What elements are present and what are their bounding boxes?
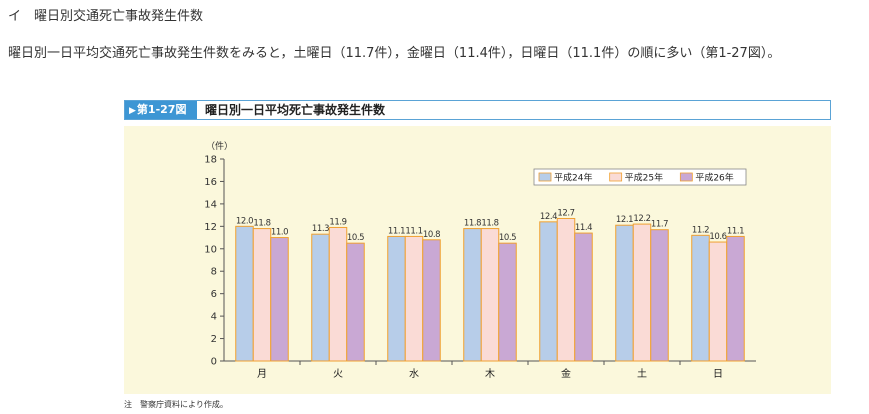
x-category-label: 日 bbox=[713, 369, 723, 380]
bar-data-label: 11.1 bbox=[727, 226, 744, 236]
bar bbox=[387, 235, 406, 362]
bar-data-label: 12.7 bbox=[557, 208, 574, 218]
y-tick-label: 18 bbox=[204, 155, 217, 166]
bar bbox=[311, 233, 330, 362]
legend-swatch bbox=[679, 172, 693, 182]
x-category-label: 火 bbox=[333, 368, 343, 380]
bar bbox=[708, 241, 728, 362]
bar bbox=[328, 226, 348, 362]
bar bbox=[632, 223, 652, 362]
bar-data-label: 10.5 bbox=[347, 233, 364, 243]
legend-label: 平成24年 bbox=[554, 172, 592, 184]
bar-data-label: 11.3 bbox=[312, 224, 329, 234]
bar-data-label: 10.8 bbox=[423, 230, 440, 240]
bar-data-label: 11.0 bbox=[271, 228, 288, 238]
legend-swatch bbox=[609, 172, 623, 182]
source-note: 注 警察庁資料により作成。 bbox=[124, 400, 228, 409]
y-tick-label: 2 bbox=[211, 334, 217, 345]
bar bbox=[615, 224, 634, 362]
bar bbox=[480, 228, 500, 362]
intro-paragraph: 曜日別一日平均交通死亡事故発生件数をみると，土曜日（11.7件），金曜日（11.… bbox=[8, 46, 781, 61]
bar-data-label: 11.8 bbox=[481, 219, 498, 229]
bar bbox=[691, 234, 710, 362]
x-category-label: 土 bbox=[637, 367, 647, 380]
bar bbox=[498, 242, 517, 362]
bar-data-label: 11.1 bbox=[405, 226, 422, 236]
x-category-label: 木 bbox=[485, 368, 495, 380]
bar-data-label: 11.8 bbox=[253, 219, 270, 229]
legend-label: 平成25年 bbox=[625, 172, 663, 184]
triangle-right-icon: ▶ bbox=[129, 106, 136, 116]
y-tick-label: 14 bbox=[204, 199, 217, 210]
figure-title-bar: ▶第1-27図 曜日別一日平均死亡事故発生件数 bbox=[124, 100, 831, 120]
figure-number: 第1-27図 bbox=[136, 103, 187, 116]
bar-data-label: 11.1 bbox=[388, 226, 405, 236]
y-tick-label: 6 bbox=[211, 289, 217, 300]
bar bbox=[346, 242, 365, 362]
y-tick-label: 16 bbox=[204, 177, 217, 188]
x-category-label: 金 bbox=[561, 367, 571, 380]
bar-data-label: 11.7 bbox=[651, 220, 668, 230]
bar-data-label: 12.1 bbox=[616, 215, 633, 225]
bar-data-label: 12.0 bbox=[236, 216, 253, 226]
bar bbox=[650, 229, 669, 362]
bar bbox=[726, 235, 745, 362]
bar bbox=[235, 225, 254, 362]
bar bbox=[422, 239, 441, 362]
y-tick-label: 10 bbox=[204, 244, 217, 255]
bar-data-label: 11.8 bbox=[464, 219, 481, 229]
bar-data-label: 10.6 bbox=[709, 232, 726, 242]
bar-data-label: 12.2 bbox=[633, 214, 650, 224]
y-tick-label: 8 bbox=[211, 267, 217, 278]
x-category-label: 水 bbox=[409, 368, 419, 380]
figure-number-badge: ▶第1-27図 bbox=[125, 101, 197, 119]
bar bbox=[270, 237, 289, 362]
x-category-label: 月 bbox=[257, 368, 267, 380]
bar bbox=[404, 235, 424, 362]
legend-swatch bbox=[538, 172, 552, 182]
bar-data-label: 11.2 bbox=[692, 225, 709, 235]
bar bbox=[574, 232, 593, 362]
bar-data-label: 10.5 bbox=[499, 233, 516, 243]
y-axis-unit-label: （件） bbox=[206, 140, 233, 152]
bar bbox=[463, 228, 482, 362]
bar bbox=[252, 228, 272, 362]
section-heading: イ 曜日別交通死亡事故発生件数 bbox=[8, 9, 204, 24]
y-tick-label: 12 bbox=[204, 222, 217, 233]
legend-box bbox=[533, 168, 747, 186]
bar-data-label: 11.4 bbox=[575, 223, 592, 233]
y-tick-label: 0 bbox=[211, 357, 217, 368]
figure-title: 曜日別一日平均死亡事故発生件数 bbox=[205, 103, 386, 117]
bar bbox=[539, 221, 558, 362]
legend-label: 平成26年 bbox=[695, 172, 733, 184]
bar bbox=[556, 217, 576, 362]
y-tick-label: 4 bbox=[211, 312, 217, 323]
bar-data-label: 12.4 bbox=[540, 212, 557, 222]
bar-data-label: 11.9 bbox=[329, 217, 346, 227]
